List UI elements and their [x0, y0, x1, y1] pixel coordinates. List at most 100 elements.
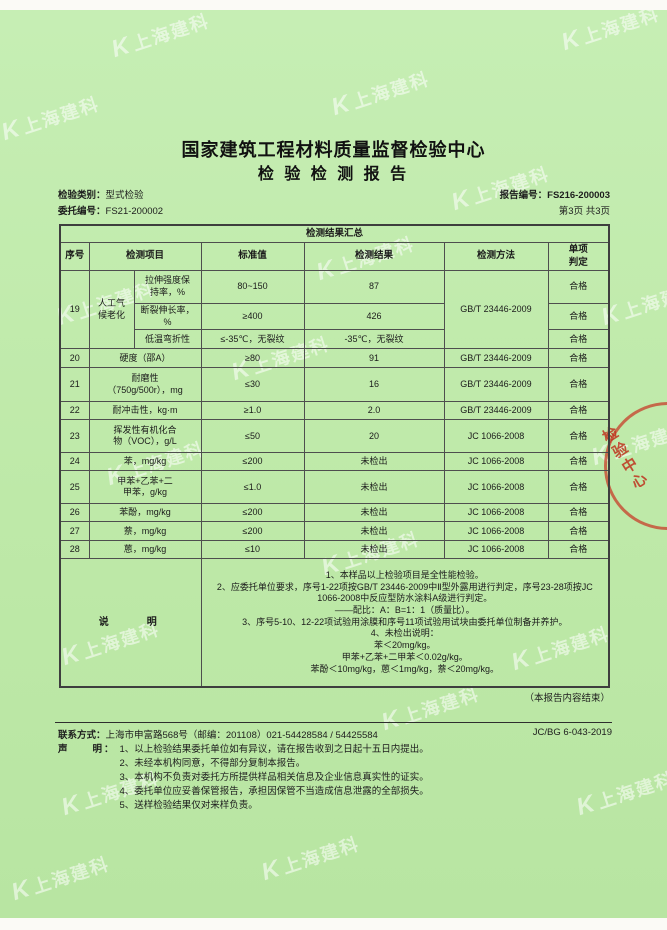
watermark: K 上海建科: [8, 850, 112, 906]
watermark-text: 上海建科: [579, 10, 663, 48]
table-cell: 耐磨性 （750g/500r），mg: [88, 367, 202, 403]
watermark-text: 上海建科: [619, 278, 667, 323]
report-end-note: （本报告内容结束）: [524, 693, 610, 704]
report-meta-left: 检验类别：型式检验 委托编号：FS21-200002: [58, 188, 163, 220]
table-cell: 未检出: [303, 540, 445, 560]
jianke-logo-icon: K: [328, 89, 353, 122]
table-cell: 蒽，mg/kg: [88, 540, 202, 560]
watermark-text: 上海建科: [29, 853, 113, 898]
table-cell: GB/T 23446-2009: [443, 401, 549, 421]
verdict-cell: 合格: [547, 503, 610, 523]
test-category-line: 检验类别：型式检验: [58, 188, 163, 204]
table-cell: 19: [59, 269, 90, 350]
verdict-cell: 合格: [547, 452, 610, 472]
table-cell: ≤200: [200, 521, 305, 542]
table-cell: 未检出: [303, 452, 445, 472]
col-header-item: 检测项目: [88, 242, 202, 271]
table-row: 19 人工气 候老化 拉伸强度保 持率，% 80~150 87 GB/T 23446-20…: [59, 269, 610, 350]
table-row: 低温弯折性 ≤-35℃，无裂纹 -35℃，无裂纹 合格: [60, 329, 610, 350]
table-cell: 耐冲击性，kg·m: [88, 401, 202, 421]
table-cell: 硬度（邵A）: [88, 348, 202, 369]
col-header-seq: 序号: [59, 242, 90, 271]
col-header-result: 检测结果: [303, 242, 445, 271]
statement-label: 声 明：: [58, 744, 116, 755]
test-category-label: 检验类别：: [58, 190, 106, 201]
table-cell: 426: [303, 302, 445, 331]
table-cell: ≤50: [200, 419, 305, 454]
verdict-cell: 合格: [547, 521, 610, 542]
watermark: K 上海建科: [328, 65, 432, 121]
table-cell: ≥400: [200, 302, 305, 331]
table-cell: 未检出: [303, 521, 445, 542]
red-seal: 检验中心: [598, 402, 667, 530]
table-cell: JC 1066-2008: [443, 503, 549, 523]
table-row: 28 蒽，mg/kg ≤10 未检出 JC 1066-2008 合格: [59, 540, 610, 560]
table-cell: GB/T 23446-2009: [443, 348, 549, 369]
table-cell: 22: [59, 401, 90, 421]
table-cell: ≤200: [200, 452, 305, 472]
table-cell: 20: [303, 419, 445, 454]
watermark: K 上海建科: [258, 830, 362, 886]
table-cell: 91: [303, 348, 445, 369]
report-meta-right: 报告编号：FS216-200003 第3页 共3页: [500, 188, 610, 220]
table-cell: 87: [303, 270, 445, 304]
contact-value: 上海市申富路568号（邮编：201108）021-54428584 / 5442…: [105, 730, 378, 741]
report-no-label: 报告编号：: [499, 190, 548, 201]
verdict-cell: 合格: [547, 348, 610, 369]
table-cell: 28: [59, 540, 90, 560]
table-row: 断裂伸长率，% ≥400 426 合格: [60, 302, 610, 331]
table-cell: 16: [303, 367, 445, 403]
table-row: 26 苯酚，mg/kg ≤200 未检出 JC 1066-2008 合格: [59, 503, 610, 523]
table-cell: GB/T 23446-2009: [443, 367, 549, 403]
table-cell: JC 1066-2008: [443, 470, 549, 505]
table-cell: JC 1066-2008: [443, 521, 549, 542]
table-cell: ≥80: [200, 348, 305, 369]
table-cell: 26: [59, 503, 90, 523]
table-title-row: 检测结果汇总: [59, 224, 610, 243]
table-cell: 苯酚，mg/kg: [88, 503, 202, 523]
results-table: 检测结果汇总 序号 检测项目 标准值 检测结果 检测方法 单项 判定 19 人工气…: [59, 224, 611, 688]
table-cell: 未检出: [303, 470, 445, 505]
col-header-verdict: 单项 判定: [547, 242, 610, 271]
table-cell: 苯，mg/kg: [88, 452, 202, 472]
contact-info: 联系方式：上海市申富路568号（邮编：201108）021-54428584 /…: [58, 727, 378, 741]
doc-code: JC/BG 6-043-2019: [532, 727, 612, 738]
jianke-logo-icon: K: [258, 854, 283, 887]
verdict-cell: 合格: [547, 329, 610, 350]
jianke-logo-icon: K: [8, 874, 33, 907]
col-header-standard: 标准值: [200, 242, 305, 271]
notes-row: 说 明 1、本样品以上检验项目是全性能检验。 2、应委托单位要求，序号1-22项按…: [59, 558, 610, 688]
footer-divider: [55, 722, 612, 723]
verdict-cell: 合格: [547, 401, 610, 421]
table-cell: 80~150: [200, 270, 305, 304]
notes-label: 说 明: [59, 558, 202, 688]
contact-row: 联系方式：上海市申富路568号（邮编：201108）021-54428584 /…: [58, 727, 612, 741]
table-cell: 未检出: [303, 503, 445, 523]
commission-no-label: 委托编号：: [58, 206, 106, 217]
table-cell: 20: [59, 348, 90, 369]
table-cell: 2.0: [303, 401, 445, 421]
notes-content: 1、本样品以上检验项目是全性能检验。 2、应委托单位要求，序号1-22项按GB/…: [200, 558, 610, 688]
watermark-text: 上海建科: [279, 833, 363, 878]
jianke-logo-icon: K: [558, 24, 583, 57]
table-row: 23 挥发性有机化合 物（VOC），g/L ≤50 20 JC 1066-2008 合格: [59, 419, 610, 454]
page-indicator: 第3页 共3页: [558, 206, 610, 217]
table-cell: 萘，mg/kg: [88, 521, 202, 542]
table-cell: 27: [59, 521, 90, 542]
table-row: 27 萘，mg/kg ≤200 未检出 JC 1066-2008 合格: [59, 521, 610, 542]
table-cell: JC 1066-2008: [443, 540, 549, 560]
table-cell: 低温弯折性: [133, 329, 202, 350]
watermark-text: 上海建科: [349, 68, 433, 113]
table-row: 24 苯，mg/kg ≤200 未检出 JC 1066-2008 合格: [59, 452, 610, 472]
table-row: 20 硬度（邵A） ≥80 91 GB/T 23446-2009 合格: [59, 348, 610, 369]
table-row: 25 甲苯+乙苯+二 甲苯，g/kg ≤1.0 未检出 JC 1066-2008 合格: [59, 470, 610, 505]
table-cell: 24: [59, 452, 90, 472]
table-cell: ≥1.0: [200, 401, 305, 421]
table-cell: ≤30: [200, 367, 305, 403]
table-cell: 人工气 候老化: [88, 269, 135, 350]
statement-lines: 1、以上检验结果委托单位如有异议，请在报告收到之日起十五日内提出。 2、未经本机…: [119, 744, 429, 811]
table-cell: ≤10: [200, 540, 305, 560]
report-page: K 上海建科 K 上海建科 K 上海建科 K 上海建科 K 上海建科 K 上海建科 K 上海建科 K 上海建科…: [0, 10, 667, 918]
commission-no-line: 委托编号：FS21-200002: [58, 204, 163, 220]
table-row: 22 耐冲击性，kg·m ≥1.0 2.0 GB/T 23446-2009 合格: [59, 401, 610, 421]
